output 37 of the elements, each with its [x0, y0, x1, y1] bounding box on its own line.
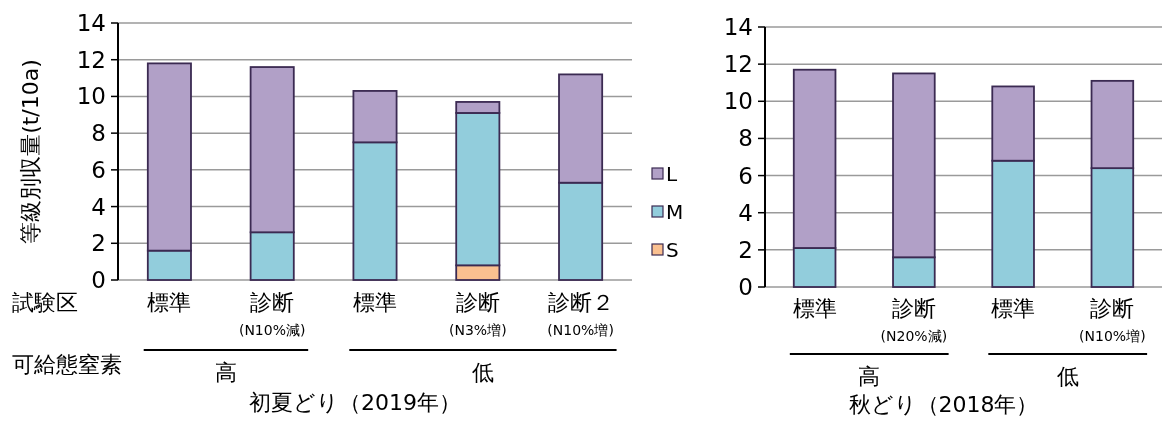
y-tick-label: 0 — [738, 274, 753, 300]
y-tick-label: 6 — [91, 156, 106, 183]
y-tick-label: 4 — [738, 199, 753, 226]
y-axis-title: 等級別収量(t/10a) — [18, 59, 43, 244]
x-tick-label: 標準 — [991, 296, 1036, 321]
x-tick-label: 診断２ (N10%増) — [547, 290, 614, 338]
y-tick-label: 8 — [738, 125, 753, 152]
y-tick-label: 14 — [723, 14, 753, 40]
text: 試験区 — [12, 290, 78, 315]
y-tick-label: 10 — [76, 83, 106, 110]
y-tick-label: 6 — [738, 162, 753, 189]
y-tick-label: 10 — [723, 88, 753, 115]
x-tick-label: 診断 (N3%増) — [449, 290, 507, 338]
legend-label: M — [666, 200, 684, 224]
x-tick-label: 診断 (N10%増) — [1079, 296, 1146, 344]
x-tick-label: 診断 (N10%減) — [238, 290, 306, 338]
y-tick-label: 0 — [91, 267, 106, 293]
y-tick-label: 2 — [91, 230, 106, 257]
x-tick-label: 標準 — [353, 290, 397, 315]
legend-label: L — [666, 162, 678, 186]
text: 高 — [858, 364, 881, 389]
y-tick-label: 2 — [738, 236, 753, 263]
y-tick-label: 12 — [723, 51, 753, 78]
x-tick-label: 診断 (N20%減) — [880, 296, 948, 344]
x-tick-label: 標準 — [147, 290, 192, 315]
text: 可給態窒素 — [12, 352, 122, 377]
text: 低 — [1056, 364, 1079, 389]
y-tick-label: 12 — [76, 46, 106, 73]
text: 高 — [214, 360, 237, 385]
text: 秋どり（2018年） — [848, 392, 1039, 417]
y-tick-label: 14 — [76, 10, 106, 36]
y-tick-label: 8 — [91, 120, 106, 147]
text: 初夏どり（2019年） — [249, 390, 461, 415]
x-tick-label: 標準 — [792, 296, 837, 321]
text: 低 — [471, 360, 494, 385]
legend-label: S — [666, 238, 679, 262]
y-tick-label: 4 — [91, 193, 106, 220]
